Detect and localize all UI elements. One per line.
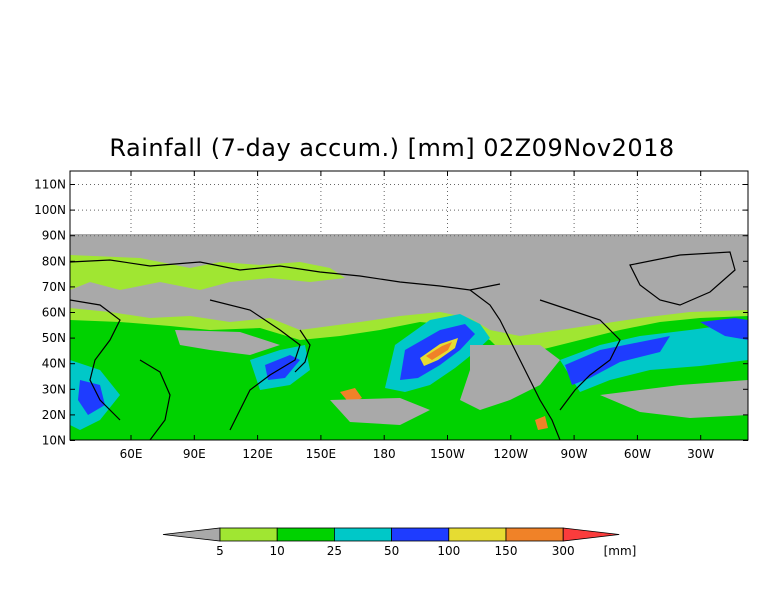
map-title: Rainfall (7-day accum.) [mm] 02Z09Nov201… bbox=[109, 134, 675, 162]
lon-label: 120W bbox=[493, 447, 528, 461]
legend-swatch bbox=[162, 527, 221, 542]
lat-label: 70N bbox=[42, 280, 66, 294]
coastlines bbox=[70, 251, 736, 440]
lon-label: 120E bbox=[242, 447, 273, 461]
lon-label: 90E bbox=[183, 447, 206, 461]
lon-label: 180 bbox=[373, 447, 396, 461]
graticule bbox=[70, 171, 748, 237]
legend-swatch bbox=[219, 527, 278, 542]
lat-label: 110N bbox=[34, 178, 66, 192]
lon-label: 150W bbox=[430, 447, 465, 461]
legend-label: 150 bbox=[495, 544, 518, 558]
plot-frame bbox=[69, 170, 749, 441]
legend-swatch bbox=[276, 527, 335, 542]
lon-label: 60W bbox=[624, 447, 651, 461]
legend-swatch bbox=[391, 527, 450, 542]
lat-label: 60N bbox=[42, 306, 66, 320]
legend-swatch bbox=[505, 527, 564, 542]
legend-label: 10 bbox=[270, 544, 285, 558]
lat-label: 30N bbox=[42, 382, 66, 396]
legend-swatch bbox=[562, 527, 620, 542]
legend-label: 5 bbox=[216, 544, 224, 558]
lon-label: 90W bbox=[561, 447, 588, 461]
lat-label: 50N bbox=[42, 331, 66, 345]
lon-label: 150E bbox=[306, 447, 337, 461]
latitude-axis: 110N 100N 90N 80N 70N 60N 50N 40N 30N 20N 10N bbox=[34, 178, 748, 448]
legend-swatch bbox=[333, 527, 392, 542]
legend-label: 50 bbox=[384, 544, 399, 558]
legend-label: 300 bbox=[552, 544, 575, 558]
rainfall-field bbox=[70, 255, 748, 440]
lat-label: 90N bbox=[42, 229, 66, 243]
colorbar-legend: 5 10 25 50 100 150 300 [mm] bbox=[162, 527, 637, 558]
lat-label: 40N bbox=[42, 357, 66, 371]
lon-label: 60E bbox=[120, 447, 143, 461]
longitude-axis: 60E 90E 120E 150E 180 150W 120W 90W 60W 30W bbox=[120, 171, 714, 461]
legend-swatch bbox=[448, 527, 507, 542]
legend-label: 25 bbox=[327, 544, 342, 558]
lat-label: 10N bbox=[42, 434, 66, 448]
lat-label: 20N bbox=[42, 408, 66, 422]
legend-label: 100 bbox=[437, 544, 460, 558]
lat-label: 100N bbox=[34, 203, 66, 217]
lon-label: 30W bbox=[687, 447, 714, 461]
legend-unit: [mm] bbox=[604, 544, 637, 558]
lat-label: 80N bbox=[42, 254, 66, 268]
